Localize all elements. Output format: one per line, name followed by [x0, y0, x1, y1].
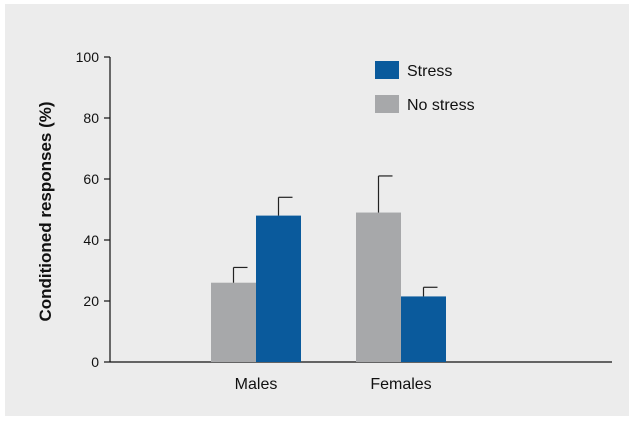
legend: Stress No stress: [375, 61, 475, 114]
bars: [211, 212, 446, 362]
bar-no-stress-females: [356, 212, 401, 362]
y-tick-label: 60: [83, 171, 99, 187]
x-category-label: Males: [235, 376, 278, 393]
legend-swatch-stress: [375, 61, 399, 79]
y-tick-label: 80: [83, 110, 99, 126]
legend-label: No stress: [407, 97, 475, 114]
y-tick-label: 40: [83, 232, 99, 248]
y-tick-label: 20: [83, 293, 99, 309]
chart-background: [5, 4, 629, 416]
y-tick-label: 100: [76, 49, 100, 65]
y-tick-label: 0: [91, 354, 99, 370]
bar-stress-females: [401, 296, 446, 362]
y-ticks: 0 20 40 60 80 100: [76, 49, 110, 370]
x-category-labels: Males Females: [235, 376, 432, 393]
bar-stress-males: [256, 215, 301, 362]
error-bars: [232, 175, 438, 297]
bar-no-stress-males: [211, 282, 256, 362]
legend-label: Stress: [407, 63, 452, 80]
legend-swatch-no-stress: [375, 95, 399, 113]
y-axis-label: Conditioned responses (%): [36, 101, 55, 321]
x-category-label: Females: [370, 376, 431, 393]
